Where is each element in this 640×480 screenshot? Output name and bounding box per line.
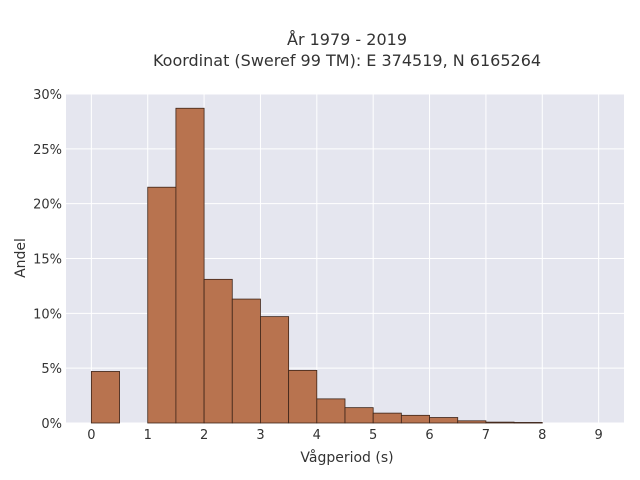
histogram-bar [485,421,515,424]
x-tick-label: 3 [256,428,264,443]
y-tick-label: 20% [33,198,62,213]
y-tick-label: 25% [33,143,62,158]
x-tick-label: 0 [87,428,95,443]
histogram-bar [316,398,346,424]
histogram-bar [147,186,177,424]
y-tick-label: 15% [33,253,62,268]
x-tick-label: 1 [144,428,152,443]
x-tick-label: 5 [369,428,377,443]
x-tick-label: 8 [538,428,546,443]
y-tick-label: 0% [41,417,62,432]
histogram-bar [457,420,487,424]
x-tick-label: 7 [482,428,490,443]
y-tick-label: 5% [41,362,62,377]
histogram-bar [429,417,459,424]
chart-subtitle: Koordinat (Sweref 99 TM): E 374519, N 61… [153,51,541,70]
x-axis-label: Vågperiod (s) [300,449,393,466]
x-tick-labels: 0 1 2 3 4 5 6 7 8 9 [87,428,603,443]
histogram-bar [203,278,233,424]
histogram-bar [231,298,261,424]
x-tick-label: 9 [594,428,602,443]
histogram-bar [372,412,402,424]
histogram-bars [90,107,543,424]
histogram-bar [513,422,543,424]
histogram-bar [260,316,290,424]
y-axis-label: Andel [13,238,29,278]
histogram-bar [90,371,120,424]
histogram-bar [344,407,374,424]
histogram-bar [288,369,318,424]
histogram-bar [400,414,430,424]
y-tick-label: 30% [33,88,62,103]
chart-title: År 1979 - 2019 [287,30,407,49]
y-tick-labels: 0% 5% 10% 15% 20% 25% 30% [33,88,62,432]
x-tick-label: 2 [200,428,208,443]
histogram-bar [175,107,205,424]
x-tick-label: 4 [313,428,321,443]
x-tick-label: 6 [425,428,433,443]
y-tick-label: 10% [33,307,62,322]
